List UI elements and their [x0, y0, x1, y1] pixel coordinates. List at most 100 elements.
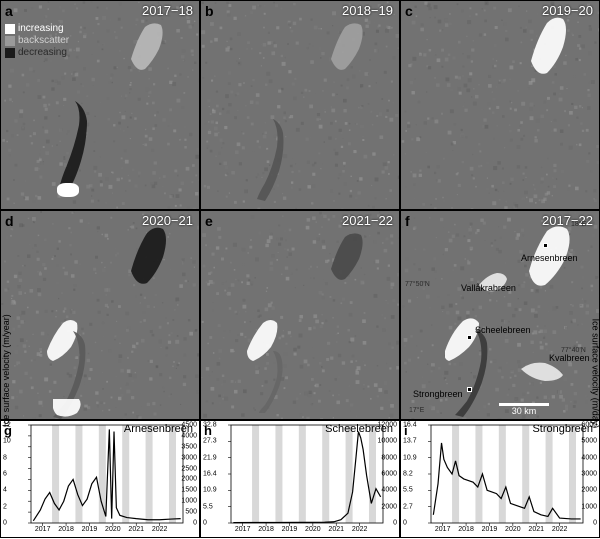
y-tick-left: 2000	[371, 503, 397, 510]
y-tick-left: 2500	[171, 465, 197, 472]
glacier-strong	[259, 351, 285, 415]
legend-label: backscatter	[18, 35, 69, 47]
glacier-arnesen	[529, 15, 569, 77]
legend-swatch	[5, 36, 15, 46]
y-tick-right: 10	[3, 438, 17, 445]
legend-label: decreasing	[18, 47, 67, 59]
panel-title: 2018−19	[342, 3, 393, 18]
y-tick-right: 8.2	[403, 471, 417, 478]
sar-panel-d: d2020−21	[0, 210, 200, 420]
panel-letter: g	[4, 423, 12, 438]
y-tick-right: 6	[3, 471, 17, 478]
sar-panel-a: a2017−18increasingbackscatterdecreasing	[0, 0, 200, 210]
y-tick-left: 1000	[171, 498, 197, 505]
glacier-arnesen	[131, 19, 165, 73]
glacier-strong	[257, 119, 285, 203]
y-tick-left: 3000	[571, 471, 597, 478]
x-tick: 2021	[328, 526, 344, 533]
y-tick-right: 27.3	[203, 438, 217, 445]
y-tick-left: 2000	[571, 487, 597, 494]
x-tick: 2017	[235, 526, 251, 533]
y-tick-left: 4000	[571, 454, 597, 461]
y-axis-label-left: Ice surface velocity (m/year)	[1, 314, 11, 427]
marker-dot	[543, 243, 548, 248]
y-tick-right: 13.7	[403, 438, 417, 445]
panel-letter: i	[404, 423, 408, 438]
x-tick: 2019	[282, 526, 298, 533]
x-tick: 2019	[82, 526, 98, 533]
y-tick-left: 0	[171, 520, 197, 527]
panel-letter: f	[405, 213, 410, 229]
y-tick-left: 6000	[371, 471, 397, 478]
chart-panel-h: 02000400060008000100001200005.510.916.42…	[200, 420, 400, 538]
glacier-label: Strongbreen	[413, 389, 463, 399]
y-tick-right: 0	[3, 520, 17, 527]
y-tick-left: 0	[571, 520, 597, 527]
x-tick: 2020	[505, 526, 521, 533]
x-tick: 2019	[482, 526, 498, 533]
legend-swatch	[5, 24, 15, 34]
y-tick-right: 8	[3, 454, 17, 461]
chart-title: Scheelebreen	[325, 423, 393, 435]
legend-row: decreasing	[5, 47, 69, 59]
y-tick-left: 0	[371, 520, 397, 527]
chart-title: Strongbreen	[532, 423, 593, 435]
y-tick-left: 8000	[371, 454, 397, 461]
glacier-label: Arnesenbreen	[521, 253, 578, 263]
y-tick-right: 16.4	[203, 470, 217, 477]
y-tick-right: 5.5	[403, 487, 417, 494]
x-tick: 2020	[105, 526, 121, 533]
x-tick: 2022	[152, 526, 168, 533]
backscatter-legend: increasingbackscatterdecreasing	[5, 23, 69, 59]
y-tick-right: 5.5	[203, 503, 217, 510]
x-tick: 2018	[258, 526, 274, 533]
panel-letter: h	[204, 423, 212, 438]
y-tick-right: 4	[3, 487, 17, 494]
y-tick-left: 1500	[171, 487, 197, 494]
x-tick: 2022	[352, 526, 368, 533]
panel-title: 2020−21	[142, 213, 193, 228]
y-tick-left: 1000	[571, 503, 597, 510]
chart-panel-g: 0500100015002000250030003500400045000246…	[0, 420, 200, 538]
glacier-label: Scheelebreen	[475, 325, 531, 335]
y-tick-right: 2.7	[403, 503, 417, 510]
panel-letter: b	[205, 3, 214, 19]
panel-letter: a	[5, 3, 13, 19]
y-tick-right: 2	[3, 503, 17, 510]
x-tick: 2018	[58, 526, 74, 533]
sar-panel-c: c2019−20	[400, 0, 600, 210]
y-tick-left: 500	[171, 509, 197, 516]
y-axis-label-right: Ice surface velocity (m/day)	[591, 319, 600, 429]
chart-row: 0500100015002000250030003500400045000246…	[0, 420, 600, 538]
chart-panel-i: 010002000300040005000600002.75.58.210.91…	[400, 420, 600, 538]
sar-panel-f: f2017−22ArnesenbreenVallåkrabreenScheele…	[400, 210, 600, 420]
coord-label: 77°50'N	[405, 281, 430, 288]
figure-root: a2017−18increasingbackscatterdecreasingb…	[0, 0, 600, 538]
y-tick-right: 10.9	[403, 454, 417, 461]
glacier-label: Vallåkrabreen	[461, 283, 516, 293]
x-tick: 2021	[528, 526, 544, 533]
x-tick: 2021	[128, 526, 144, 533]
legend-label: increasing	[18, 23, 64, 35]
glacier-strong-tip	[53, 399, 83, 419]
y-tick-left: 2000	[171, 476, 197, 483]
y-tick-left: 3500	[171, 443, 197, 450]
coord-label: 18°E	[571, 221, 586, 228]
y-tick-left: 4000	[371, 487, 397, 494]
scalebar-label: 30 km	[499, 406, 549, 416]
y-tick-left: 5000	[571, 438, 597, 445]
x-tick: 2022	[552, 526, 568, 533]
glacier-strong	[455, 329, 489, 419]
x-tick: 2017	[435, 526, 451, 533]
legend-row: increasing	[5, 23, 69, 35]
panel-letter: c	[405, 3, 413, 19]
scalebar: 30 km	[499, 403, 549, 416]
y-tick-right: 21.9	[203, 454, 217, 461]
legend-row: backscatter	[5, 35, 69, 47]
y-tick-right: 10.9	[203, 487, 217, 494]
legend-swatch	[5, 48, 15, 58]
glacier-kval	[521, 361, 565, 383]
x-tick: 2017	[35, 526, 51, 533]
glacier-arnesen	[331, 229, 365, 283]
glacier-arnesen	[129, 225, 169, 287]
